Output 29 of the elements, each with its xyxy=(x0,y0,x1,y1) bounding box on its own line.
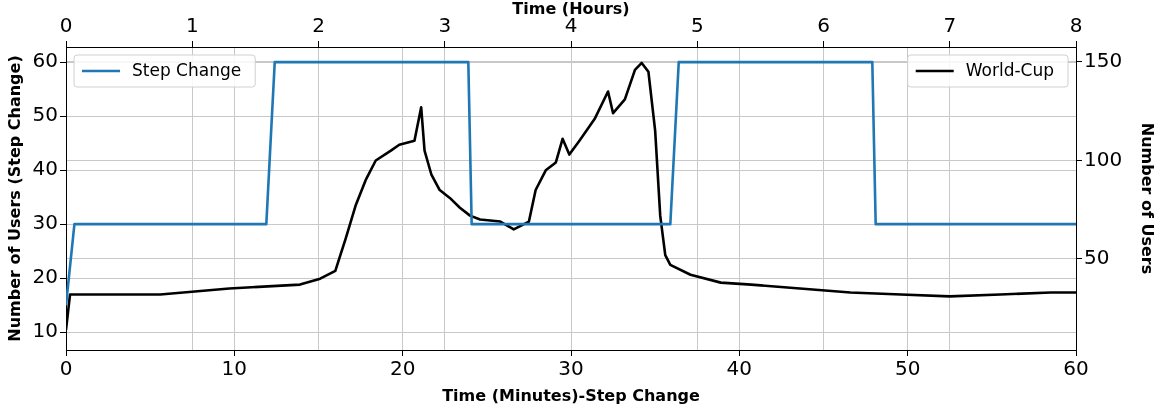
x2-tick-label: 5 xyxy=(690,13,704,38)
y2-tick-label: 100 xyxy=(1084,146,1123,171)
y-axis-title: Number of Users (Step Change) xyxy=(4,55,24,342)
x-axis-title: Time (Minutes)-Step Change xyxy=(442,385,700,405)
y-tick-label: 50 xyxy=(32,102,58,127)
x2-tick-label: 7 xyxy=(943,13,957,38)
y2-axis-title: Number of Users xyxy=(1138,122,1156,275)
x2-tick-label: 0 xyxy=(59,13,73,38)
x2-tick-label: 2 xyxy=(312,13,325,38)
x-tick-label: 60 xyxy=(1063,356,1089,381)
y2-tick-label: 50 xyxy=(1084,245,1110,270)
x-tick-label: 20 xyxy=(389,356,416,381)
x-tick-label: 40 xyxy=(726,356,753,381)
x-tick-label: 10 xyxy=(221,356,248,381)
y2-tick-label: 150 xyxy=(1084,48,1123,73)
legend-label: World-Cup xyxy=(965,60,1055,81)
x2-tick-label: 3 xyxy=(438,13,452,38)
y-tick-label: 60 xyxy=(32,48,58,73)
y-tick-label: 40 xyxy=(32,156,58,181)
x-tick-label: 30 xyxy=(558,356,584,381)
x2-tick-label: 8 xyxy=(1069,13,1083,38)
x2-tick-label: 6 xyxy=(817,13,830,38)
y-tick-label: 10 xyxy=(32,318,58,343)
y-tick-label: 30 xyxy=(32,210,58,235)
x-tick-label: 50 xyxy=(894,356,921,381)
x-tick-label: 0 xyxy=(59,356,73,381)
y-tick-label: 20 xyxy=(32,264,58,289)
legend-label: Step Change xyxy=(132,60,242,81)
x2-tick-label: 1 xyxy=(185,13,199,38)
